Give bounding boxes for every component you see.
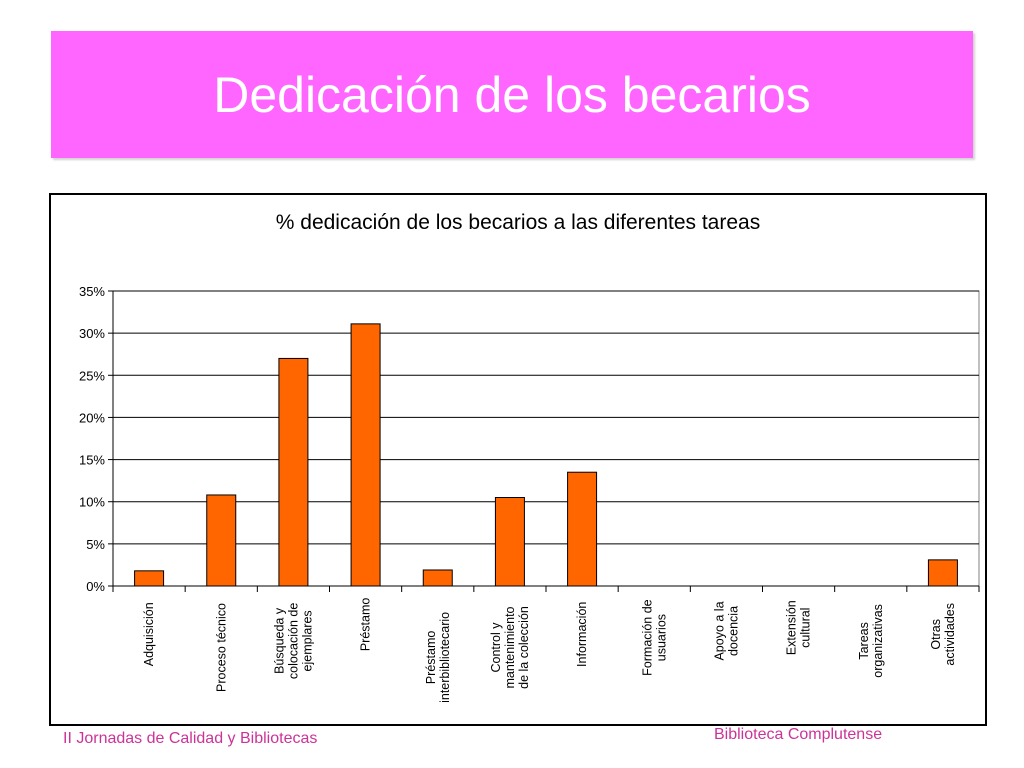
footer-library-name: Biblioteca Complutense [714,726,883,743]
x-tick-label-line: actividades [943,603,957,666]
x-tick-label-line: organizativas [871,604,885,678]
x-tick-label-line: de la colección [517,606,531,689]
x-tick-label-line: cultural [799,608,813,648]
x-tick-label-line: interbibliotecario [438,612,452,703]
bar [567,471,598,587]
x-tick-label-line: Otras [929,619,943,650]
y-tick-label: 30% [79,326,105,341]
bar [278,357,309,587]
bar [422,569,453,587]
x-tick-label: Adquisición [142,602,156,666]
x-tick-label: Tareasorganizativas [857,604,885,678]
x-tick-label-line: Adquisición [142,602,156,666]
x-tick-label: Extensióncultural [785,600,813,655]
y-tick-label: 35% [79,284,105,299]
bar-chart: 0% 5% 10% 15% 20% 25% 30% 35% Adquisición Proceso… [79,284,980,703]
x-tick-label-line: usuarios [654,614,668,661]
x-tick-label: Proceso técnico [214,603,228,692]
x-tick-label-line: Búsqueda y [272,607,286,674]
x-tick-label-line: docencia [726,606,740,656]
y-tick-label: 25% [79,368,105,383]
x-tick-label: Búsqueda ycolocación deejemplares [272,603,314,679]
y-tick-label: 20% [79,410,105,425]
bar [206,494,237,587]
y-tick-label: 0% [86,579,105,594]
x-tick-label: Préstamo [359,598,373,652]
x-tick-label-line: Control y [489,622,503,673]
x-tick-label-line: ejemplares [300,610,314,671]
bar [350,323,381,587]
x-tick-label-line: Proceso técnico [214,603,228,692]
title-banner: Dedicación de los becarios [51,31,973,158]
bar [134,570,165,587]
x-tick-label: Control ymantenimientode la colección [489,606,531,689]
x-tick-label-line: Préstamo [424,631,438,685]
bar [494,497,525,587]
x-tick-label-line: Préstamo [359,598,373,652]
x-tick-label-line: Extensión [785,600,799,655]
x-tick-label: Información [575,602,589,667]
x-tick-label-line: Tareas [857,622,871,660]
slide-title: Dedicación de los becarios [213,66,811,123]
chart-title: % dedicación de los becarios a las difer… [275,211,761,234]
x-tick-label-line: Formación de [640,599,654,675]
chart-frame: % dedicación de los becarios a las difer… [49,193,987,726]
y-tick-label: 10% [79,495,105,510]
y-tick-label: 15% [79,453,105,468]
footer-event-name: II Jornadas de Calidad y Bibliotecas [63,730,318,747]
x-tick-label: Préstamointerbibliotecario [424,612,452,703]
x-tick-label-line: colocación de [286,603,300,679]
x-tick-label-line: mantenimiento [503,606,517,688]
plot-area [112,290,980,587]
y-tick-label: 5% [86,537,105,552]
x-tick-label: Formación deusuarios [640,599,668,675]
bar [927,559,958,587]
x-tick-label: Apoyo a ladocencia [712,601,740,660]
x-tick-label-line: Información [575,602,589,667]
x-tick-label-line: Apoyo a la [712,601,726,660]
x-tick-label: Otrasactividades [929,603,957,666]
